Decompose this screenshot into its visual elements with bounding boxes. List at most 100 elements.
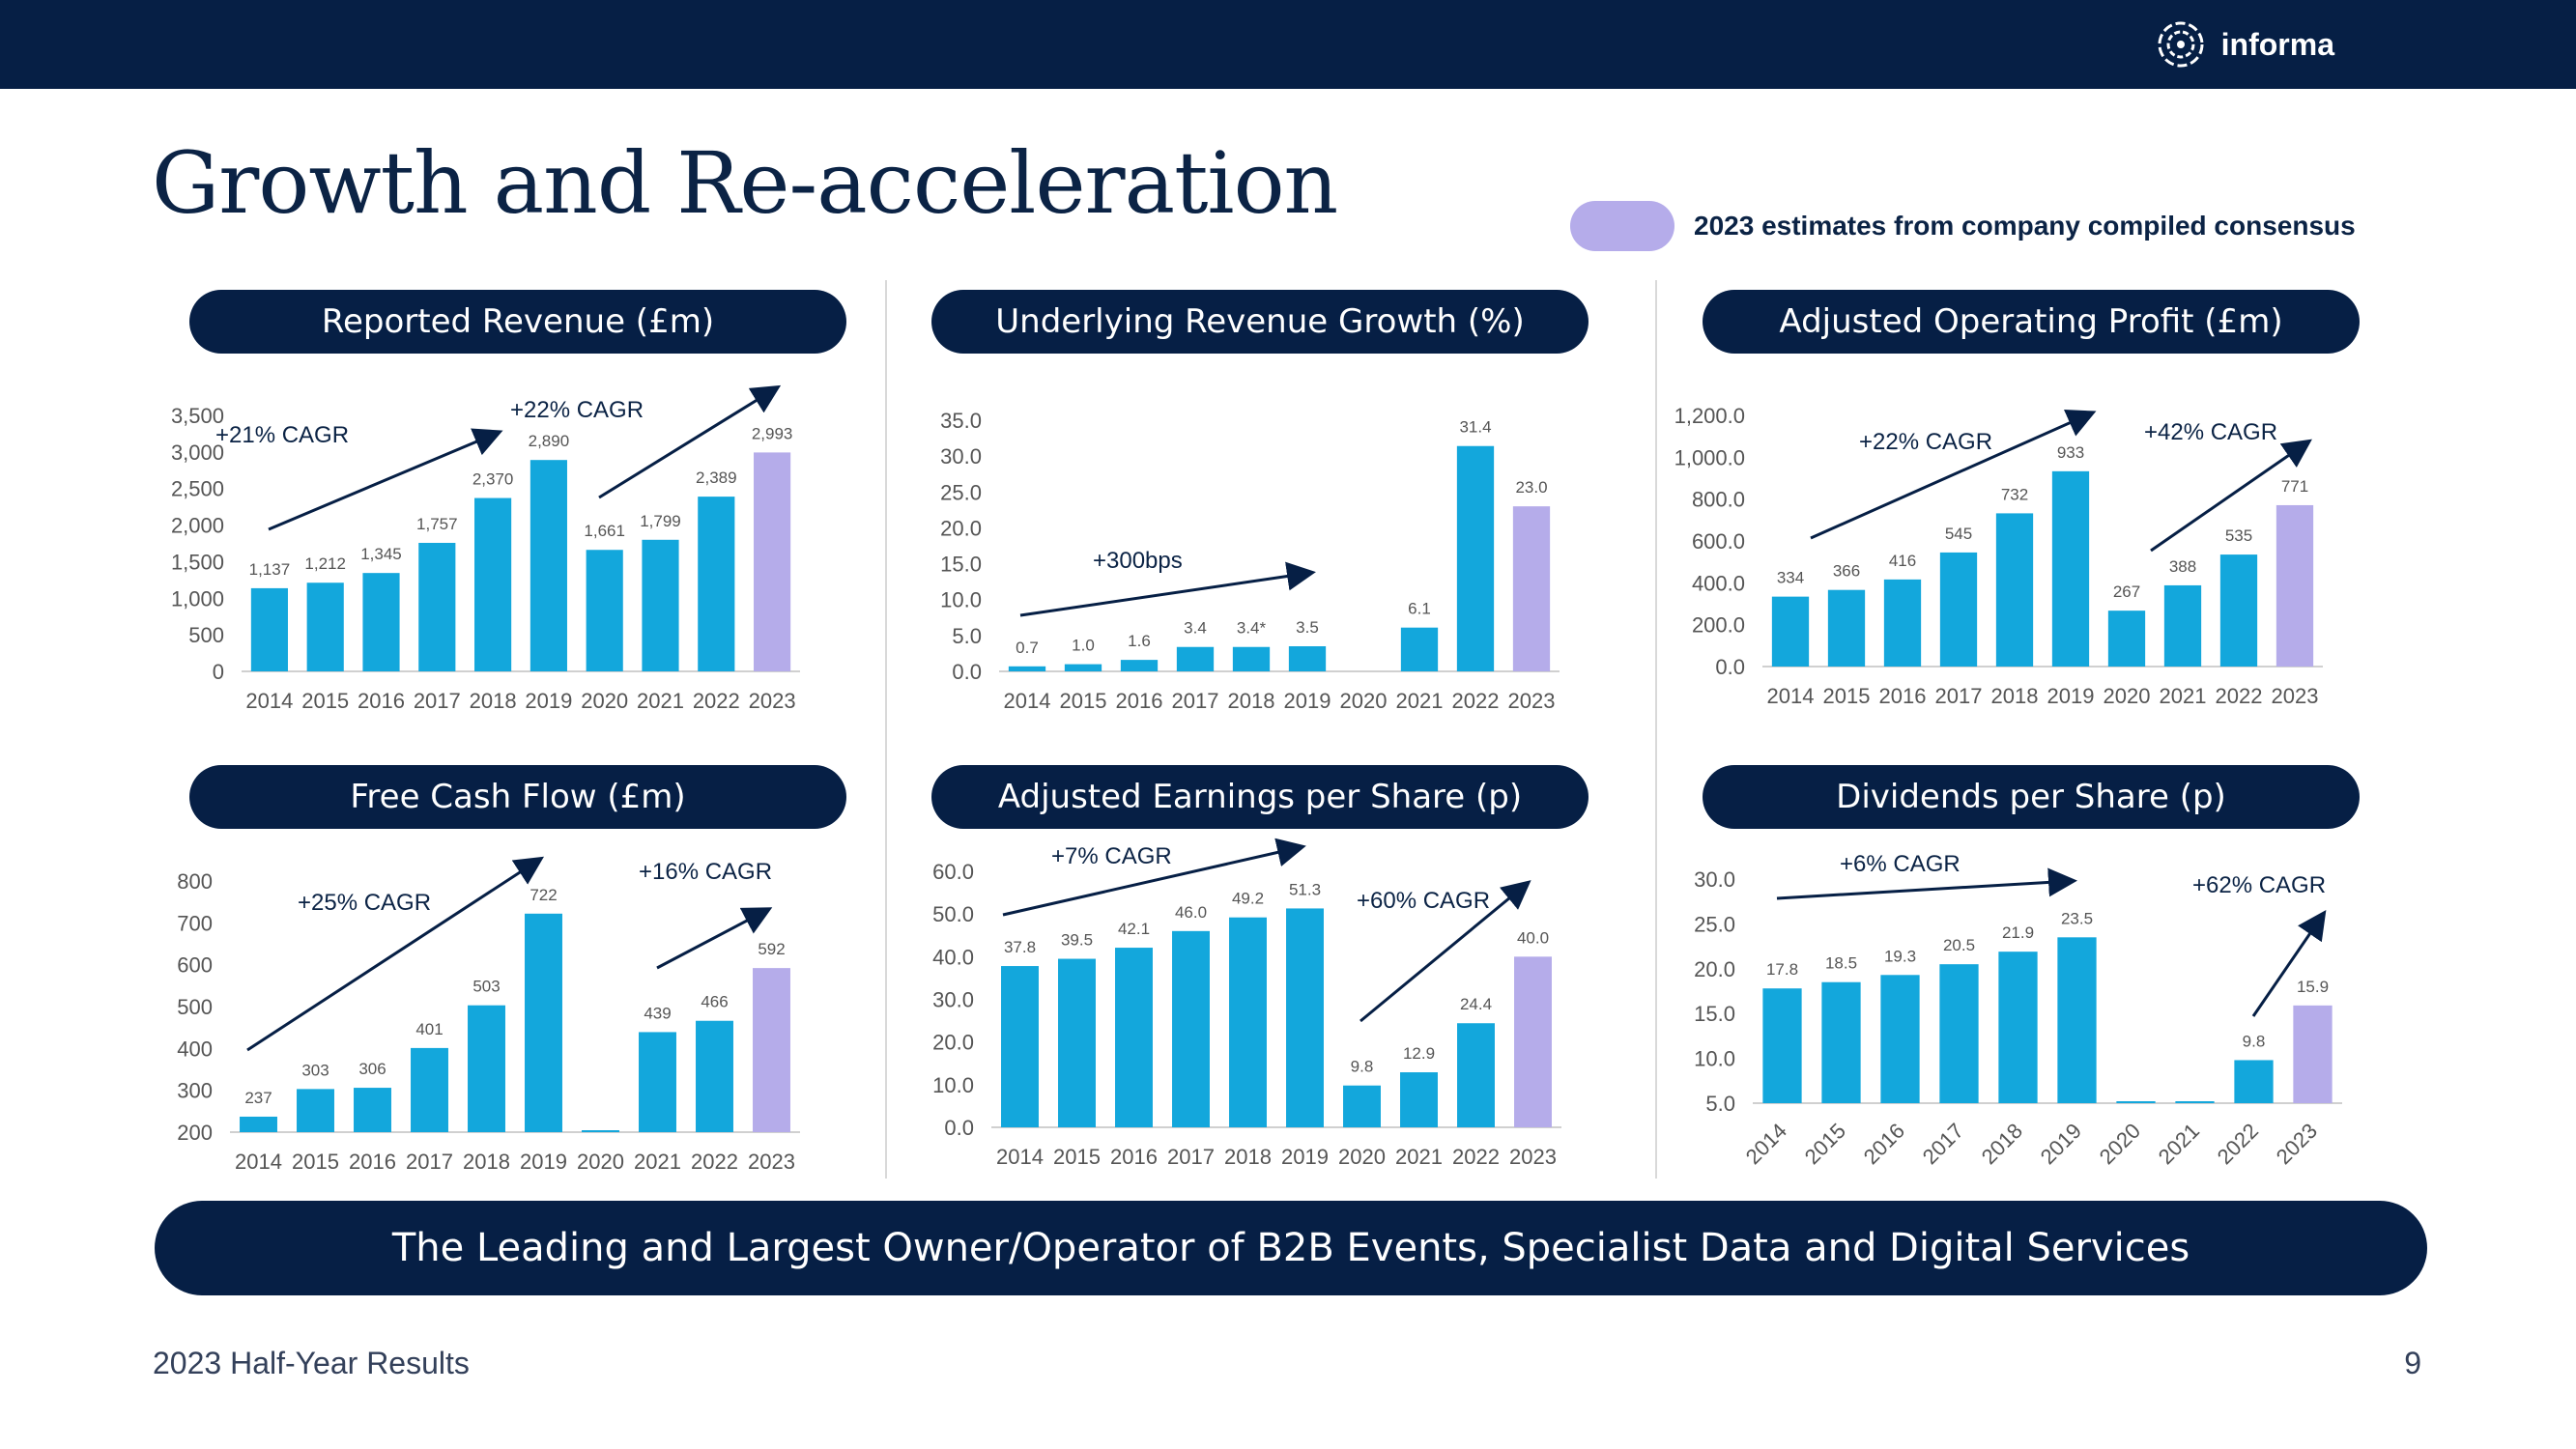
y-tick-label: 30.0 <box>1694 867 1735 892</box>
data-label: 401 <box>415 1020 443 1038</box>
y-tick-label: 15.0 <box>940 553 982 577</box>
bar <box>411 1047 448 1132</box>
y-tick-label: 30.0 <box>940 444 982 469</box>
x-tick-label: 2019 <box>1284 689 1331 713</box>
data-label: 3.5 <box>1296 618 1319 637</box>
cagr-annotation: +6% CAGR <box>1840 851 1961 877</box>
data-label: 18.5 <box>1825 954 1857 973</box>
cagr-arrow <box>1360 880 1531 1023</box>
bar <box>1176 646 1215 671</box>
page-number: 9 <box>2404 1346 2421 1380</box>
bar <box>1343 1085 1381 1127</box>
y-tick-label: 800 <box>177 869 213 894</box>
cagr-arrow <box>2150 439 2312 553</box>
data-label: 1,799 <box>640 512 681 530</box>
chart-svg: 5.0 10.0 15.0 20.0 25.0 30.0 17.8 2014 18.5 2015 1… <box>1694 851 2342 1169</box>
chart-underlying-revenue-growth: Underlying Revenue Growth (%) 0.0 5.0 10.0… <box>895 280 1668 734</box>
x-tick-label: 2014 <box>1741 1119 1791 1169</box>
bar <box>1120 660 1159 671</box>
x-tick-label: 2023 <box>1508 689 1556 713</box>
y-tick-label: 500 <box>177 995 213 1019</box>
data-label: 1,137 <box>249 560 291 579</box>
bar <box>1058 958 1096 1127</box>
x-tick-label: 2015 <box>292 1150 339 1174</box>
x-tick-label: 2023 <box>748 1150 795 1174</box>
x-tick-label: 2014 <box>1004 689 1051 713</box>
bar <box>1064 664 1102 671</box>
informa-logo: informa <box>2154 17 2334 71</box>
x-tick-label: 2018 <box>463 1150 510 1174</box>
chart-dividends-per-share: Dividends per Share (p) 5.0 10.0 15.0 20.0 2… <box>1666 755 2439 1209</box>
x-tick-label: 2022 <box>691 1150 738 1174</box>
cagr-arrow <box>1019 561 1316 617</box>
bar <box>362 573 400 671</box>
cagr-annotation: +300bps <box>1093 548 1183 574</box>
page-title: Growth and Re-acceleration <box>152 133 1338 233</box>
bar <box>418 542 456 671</box>
x-tick-label: 2022 <box>1452 689 1500 713</box>
x-tick-label: 2018 <box>470 689 517 713</box>
x-tick-label: 2020 <box>2104 684 2151 708</box>
y-tick-label: 800.0 <box>1692 488 1745 512</box>
x-tick-label: 2022 <box>1452 1145 1500 1169</box>
x-tick-label: 2017 <box>1935 684 1983 708</box>
data-label: 37.8 <box>1004 938 1036 956</box>
x-tick-label: 2020 <box>577 1150 624 1174</box>
y-tick-label: 10.0 <box>940 588 982 612</box>
data-label: 1,345 <box>360 545 402 563</box>
bar <box>1514 956 1552 1127</box>
y-tick-label: 10.0 <box>932 1073 974 1097</box>
x-tick-label: 2019 <box>2047 684 2095 708</box>
y-tick-label: 200.0 <box>1692 613 1745 638</box>
data-label: 9.8 <box>1351 1058 1374 1076</box>
footer-label: 2023 Half-Year Results <box>153 1346 470 1380</box>
column-divider <box>885 280 887 1179</box>
legend: 2023 estimates from company compiled con… <box>1570 201 2356 251</box>
x-tick-label: 2018 <box>1991 684 2039 708</box>
data-label: 19.3 <box>1884 947 1916 965</box>
x-tick-label: 2018 <box>1224 1145 1272 1169</box>
x-tick-label: 2016 <box>1116 689 1163 713</box>
y-tick-label: 1,000 <box>171 586 224 611</box>
data-label: 535 <box>2225 526 2252 545</box>
bar <box>1880 975 1920 1103</box>
x-tick-label: 2017 <box>406 1150 453 1174</box>
bar <box>753 968 790 1132</box>
bar <box>530 460 567 671</box>
chart-title: Reported Revenue (£m) <box>189 290 846 354</box>
x-tick-label: 2023 <box>2272 1119 2322 1169</box>
y-tick-label: 0 <box>213 660 224 684</box>
data-label: 439 <box>644 1004 671 1022</box>
x-tick-label: 2014 <box>235 1150 282 1174</box>
data-label: 23.0 <box>1515 478 1547 497</box>
x-tick-label: 2015 <box>1800 1119 1850 1169</box>
x-tick-label: 2019 <box>525 689 572 713</box>
x-tick-label: 2016 <box>1110 1145 1158 1169</box>
x-tick-label: 2021 <box>1395 1145 1443 1169</box>
y-tick-label: 600.0 <box>1692 529 1745 554</box>
bar <box>474 497 512 671</box>
bar <box>1457 1023 1495 1127</box>
cagr-annotation: +7% CAGR <box>1051 843 1172 869</box>
data-label: 42.1 <box>1118 920 1150 938</box>
x-tick-label: 2023 <box>749 689 796 713</box>
cagr-arrow <box>1002 838 1306 917</box>
cagr-arrow <box>2251 910 2327 1017</box>
x-tick-label: 2022 <box>2213 1119 2263 1169</box>
bar <box>2275 504 2314 667</box>
y-tick-label: 10.0 <box>1694 1047 1735 1071</box>
x-tick-label: 2016 <box>1879 684 1927 708</box>
chart-title: Adjusted Earnings per Share (p) <box>931 765 1589 829</box>
x-tick-label: 2020 <box>2095 1119 2145 1169</box>
cagr-arrow <box>246 856 545 1052</box>
x-tick-label: 2017 <box>1918 1119 1968 1169</box>
x-tick-label: 2018 <box>1228 689 1275 713</box>
y-tick-label: 400 <box>177 1037 213 1061</box>
bar <box>1995 513 2034 667</box>
y-tick-label: 15.0 <box>1694 1002 1735 1026</box>
cagr-annotation: +22% CAGR <box>510 397 644 423</box>
y-tick-label: 25.0 <box>1694 912 1735 936</box>
informa-logo-icon <box>2158 21 2204 68</box>
chart-adjusted-operating-profit: Adjusted Operating Profit (£m) 0.0 200.0 4… <box>1666 280 2439 734</box>
data-label: 2,370 <box>472 470 514 489</box>
